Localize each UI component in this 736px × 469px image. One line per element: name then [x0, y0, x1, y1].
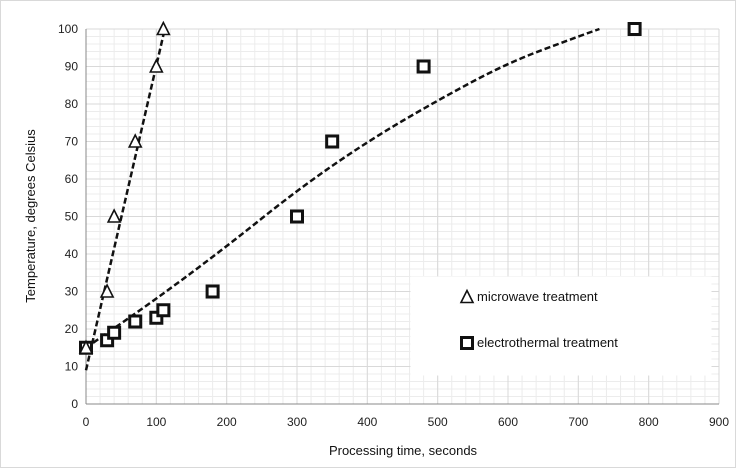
x-tick-labels: 0 100 200 300 400 500 600 700 800 900 — [83, 415, 730, 429]
triangle-point — [78, 339, 94, 355]
legend-triangle-marker — [459, 288, 475, 304]
square-point — [149, 310, 164, 325]
y-tick-label: 100 — [58, 22, 78, 36]
y-tick-label: 80 — [65, 97, 79, 111]
y-tick-label: 10 — [65, 360, 79, 374]
triangle-point — [127, 133, 143, 148]
triangle-point — [149, 58, 164, 73]
legend-label: microwave treatment — [477, 289, 598, 304]
x-axis-title: Processing time, seconds — [329, 443, 478, 458]
x-tick-label: 800 — [639, 415, 659, 429]
square-point — [325, 134, 340, 149]
y-tick-labels: 0 10 20 30 40 50 60 70 80 90 100 — [58, 22, 78, 411]
legend: microwave treatment electrothermal treatm… — [410, 276, 712, 376]
square-point — [205, 284, 220, 299]
triangle-point — [99, 283, 115, 298]
y-tick-label: 70 — [65, 135, 79, 149]
x-tick-label: 300 — [287, 415, 307, 429]
x-tick-label: 200 — [217, 415, 237, 429]
legend-square-marker — [460, 336, 474, 350]
x-tick-label: 900 — [709, 415, 729, 429]
y-tick-label: 0 — [71, 397, 78, 411]
square-point — [107, 325, 122, 340]
trendlines — [84, 27, 600, 371]
data-points — [78, 20, 642, 355]
y-tick-label: 50 — [65, 210, 79, 224]
x-tick-label: 700 — [568, 415, 588, 429]
x-tick-label: 400 — [357, 415, 377, 429]
square-point — [627, 22, 642, 36]
x-tick-label: 500 — [428, 415, 448, 429]
x-tick-label: 600 — [498, 415, 518, 429]
square-point — [290, 209, 304, 224]
legend-label: electrothermal treatment — [477, 335, 618, 350]
square-point — [128, 314, 143, 329]
legend-box — [410, 276, 712, 376]
y-tick-label: 30 — [65, 285, 79, 299]
y-axis-title: Temperature, degrees Celsius — [23, 129, 38, 303]
y-tick-label: 60 — [65, 172, 79, 186]
square-point — [416, 59, 431, 74]
y-tick-label: 40 — [65, 247, 79, 261]
x-tick-label: 100 — [146, 415, 166, 429]
square-point — [100, 333, 115, 348]
x-tick-label: 0 — [83, 415, 90, 429]
y-tick-label: 90 — [65, 60, 79, 74]
trendline-series-1 — [85, 27, 600, 349]
triangle-point — [106, 208, 122, 223]
trendline-series-0 — [84, 28, 166, 371]
y-tick-label: 20 — [65, 322, 79, 336]
triangle-point — [156, 20, 171, 36]
square-point — [156, 303, 171, 318]
